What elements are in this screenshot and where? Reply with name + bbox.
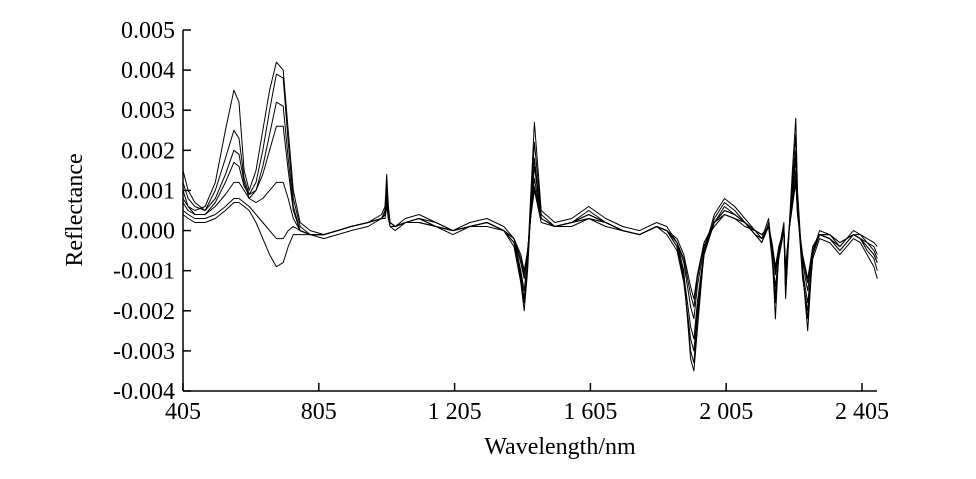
x-tick-label: 405 — [165, 399, 201, 425]
y-tick-label: -0.002 — [113, 299, 175, 325]
y-tick-label: 0.001 — [121, 178, 175, 204]
x-tick-label: 2 005 — [699, 399, 753, 425]
x-ticks: 405 805 1 205 1 605 2 005 2 405 — [165, 383, 889, 425]
y-tick-label: 0.004 — [121, 58, 175, 84]
y-tick-label: -0.001 — [113, 259, 175, 285]
x-tick-label: 2 405 — [835, 399, 889, 425]
y-axis-title: Reflectance — [62, 153, 88, 266]
y-tick-label: 0.000 — [121, 219, 175, 245]
x-tick-label: 1 205 — [428, 399, 482, 425]
x-axis-title: Wavelength/nm — [484, 434, 636, 460]
spectrum-line-5 — [182, 169, 878, 320]
spectrum-line-7 — [182, 181, 878, 300]
y-tick-label: 0.002 — [121, 138, 175, 164]
y-tick-label: 0.003 — [121, 98, 175, 124]
series-layer — [182, 61, 878, 372]
x-tick-label: 1 605 — [563, 399, 617, 425]
y-tick-label: -0.003 — [113, 339, 175, 365]
spectrum-line-6 — [182, 177, 878, 308]
x-tick-label: 805 — [301, 399, 337, 425]
y-tick-label: -0.004 — [113, 379, 175, 405]
y-ticks: -0.004 -0.003 -0.002 -0.001 0.000 0.001 0.002 0… — [113, 18, 191, 405]
y-tick-label: 0.005 — [121, 18, 175, 44]
